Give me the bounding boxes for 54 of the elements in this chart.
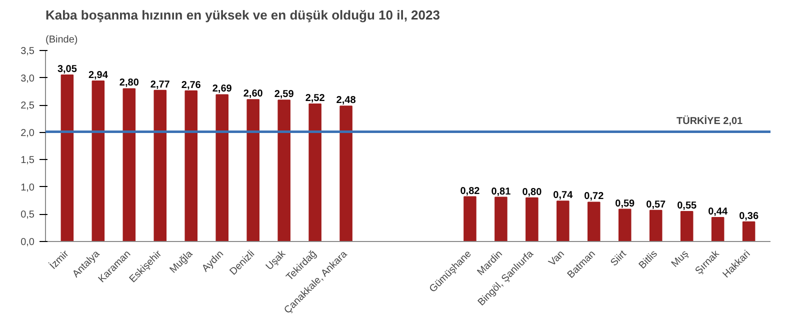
data-label: 2,80 [119,78,140,89]
bar [618,208,632,242]
bar [340,106,352,242]
bar [649,210,662,242]
bar [184,90,198,242]
ref-line-label: TÜRKİYE 2,01 [676,114,744,127]
data-label: 2,69 [212,84,232,95]
bar [278,100,290,242]
data-label: 0,81 [491,186,512,198]
bar [464,196,476,242]
data-label: 0,82 [460,186,480,197]
data-label: 0,36 [739,210,759,222]
data-label: 0,80 [522,186,542,198]
data-label: 2,48 [336,95,356,106]
x-tick-label: Siirt [608,248,629,269]
bar [246,99,260,242]
data-label: 0,59 [615,198,636,210]
bar [122,88,136,242]
x-tick-label: Muş [670,248,691,270]
y-tick-label: 2,5 [20,100,35,112]
data-label: 0,55 [677,200,698,212]
y-tick-label: 3,0 [20,73,35,84]
data-label: 2,59 [274,89,294,100]
bar [216,94,228,242]
chart-title: Kaba boşanma hızının en yüksek ve en düşük olduğu 10 il, 2023 [46,8,440,22]
bar [556,200,570,242]
data-label: 3,05 [57,64,78,76]
y-tick-label: 0,0 [20,237,35,248]
bar [588,202,600,242]
data-label: 0,72 [584,191,604,202]
y-tick-label: 0,5 [20,210,35,221]
bar [680,210,694,242]
bar [526,197,538,242]
data-label: 0,74 [553,190,574,202]
bar [742,221,756,242]
data-label: 0,57 [646,199,666,210]
y-tick-label: 1,0 [20,182,35,194]
x-tick-label: Van [546,248,567,268]
data-label: 2,52 [305,92,326,104]
bar [92,80,105,242]
data-label: 2,76 [181,80,202,91]
bar [308,103,322,242]
data-label: 2,77 [150,79,170,90]
bar [711,216,724,242]
y-tick-label: 3,5 [20,46,35,57]
y-tick-label: 2,0 [20,128,35,139]
bar [60,74,74,242]
data-label: 2,94 [88,70,108,82]
y-axis-title: (Binde) [46,34,78,46]
data-label: 0,44 [708,206,728,218]
data-label: 2,60 [243,88,264,100]
y-tick-label: 1,5 [20,155,35,166]
bar [494,196,508,242]
bar [154,90,167,242]
